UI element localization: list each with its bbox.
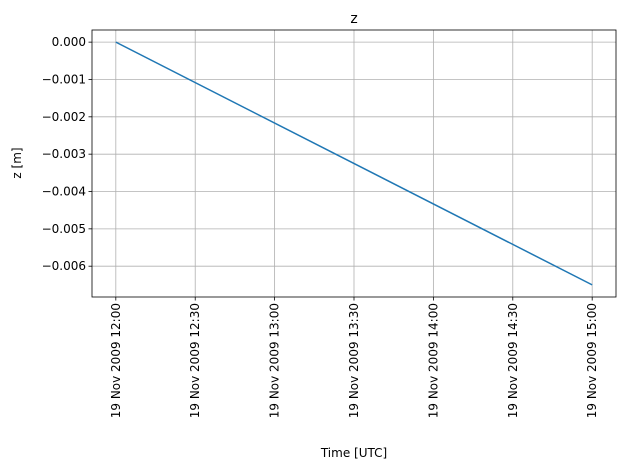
x-tick-label: 19 Nov 2009 15:00 (585, 303, 599, 418)
y-tick-label: −0.005 (42, 222, 86, 236)
x-tick-label: 19 Nov 2009 14:00 (426, 303, 440, 418)
x-axis-label: Time [UTC] (320, 446, 387, 460)
chart-title: z (350, 11, 357, 27)
y-tick-label: 0.000 (52, 35, 86, 49)
x-tick-label: 19 Nov 2009 12:00 (109, 303, 123, 418)
y-tick-label: −0.004 (42, 185, 86, 199)
x-tick-label: 19 Nov 2009 14:30 (506, 303, 520, 418)
plot-frame (91, 29, 617, 298)
y-tick-label: −0.003 (42, 147, 86, 161)
x-tick-label: 19 Nov 2009 13:00 (268, 303, 282, 418)
data-line (115, 41, 593, 286)
y-tick-label: −0.006 (42, 259, 86, 273)
y-tick-label: −0.001 (42, 72, 86, 86)
x-tick-label: 19 Nov 2009 12:30 (188, 303, 202, 418)
y-axis-label: z [m] (10, 147, 24, 178)
y-tick-label: −0.002 (42, 110, 86, 124)
x-tick-label: 19 Nov 2009 13:30 (347, 303, 361, 418)
